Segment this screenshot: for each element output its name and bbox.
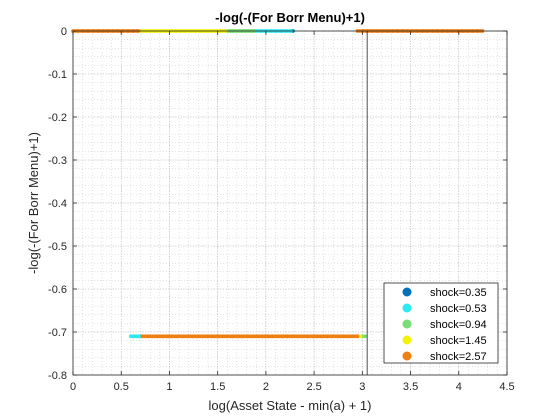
data-point [165, 334, 170, 339]
x-tick-label: 3 [359, 381, 365, 393]
data-point [150, 334, 155, 339]
data-point [180, 334, 185, 339]
y-tick-label: -0.1 [48, 69, 67, 81]
data-point [230, 334, 235, 339]
data-point [355, 334, 360, 339]
x-tick-label: 3.5 [403, 381, 418, 393]
legend: shock=0.35 shock=0.53 shock=0.94 shock=1.45… [383, 282, 499, 364]
chart-title: -log(-(For Borr Menu)+1) [215, 10, 365, 25]
y-tick-labels: 0 -0.1 -0.2 -0.3 -0.4 -0.5 -0.6 -0.7 -0.8 [48, 26, 67, 382]
x-tick-label: 2 [263, 381, 269, 393]
data-point [225, 334, 230, 339]
legend-label: shock=0.53 [430, 303, 487, 315]
data-point [175, 334, 180, 339]
data-point [215, 334, 220, 339]
data-point [205, 334, 210, 339]
data-point [340, 334, 345, 339]
y-tick-label: -0.2 [48, 112, 67, 124]
y-axis-title: -log(-(For Borr Menu)+1) [26, 132, 41, 274]
data-point [285, 334, 290, 339]
x-tick-label: 0 [70, 381, 76, 393]
data-point [315, 334, 320, 339]
y-tick-label: -0.5 [48, 241, 67, 253]
legend-marker [402, 287, 412, 297]
legend-label: shock=0.35 [430, 287, 487, 299]
x-tick-labels: 0 0.5 1 1.5 2 2.5 3 3.5 4 4.5 [70, 381, 515, 393]
data-point [295, 334, 300, 339]
legend-marker [402, 335, 412, 345]
legend-marker [402, 319, 412, 329]
data-point [160, 334, 165, 339]
data-point [190, 334, 195, 339]
data-point [270, 334, 275, 339]
legend-label: shock=1.45 [430, 335, 487, 347]
data-point [255, 334, 260, 339]
legend-marker [402, 303, 412, 313]
data-point [134, 334, 139, 339]
data-point [320, 334, 325, 339]
data-point [235, 334, 240, 339]
x-tick-label: 4 [456, 381, 462, 393]
data-point [345, 334, 350, 339]
y-tick-label: 0 [61, 26, 67, 38]
legend-label: shock=2.57 [430, 351, 487, 363]
y-tick-label: -0.4 [48, 198, 67, 210]
y-tick-label: -0.6 [48, 284, 67, 296]
data-point [330, 334, 335, 339]
data-point [195, 334, 200, 339]
data-point [240, 334, 245, 339]
data-point [220, 334, 225, 339]
x-tick-label: 0.5 [114, 381, 129, 393]
x-tick-label: 4.5 [499, 381, 514, 393]
data-point [250, 334, 255, 339]
data-point [131, 334, 136, 339]
legend-label: shock=0.94 [430, 319, 487, 331]
data-point [275, 334, 280, 339]
data-point [260, 334, 265, 339]
y-tick-label: -0.8 [48, 370, 67, 382]
x-tick-label: 1.5 [210, 381, 225, 393]
data-point [350, 334, 355, 339]
data-point [265, 334, 270, 339]
data-point [335, 334, 340, 339]
data-point [170, 334, 175, 339]
data-point [300, 334, 305, 339]
data-point [210, 334, 215, 339]
data-point [363, 334, 368, 339]
data-point [325, 334, 330, 339]
data-point [305, 334, 310, 339]
tick-marks [72, 30, 508, 376]
data-point [280, 334, 285, 339]
x-tick-label: 2.5 [306, 381, 321, 393]
data-point [155, 334, 160, 339]
data-point [358, 334, 363, 339]
data-point [185, 334, 190, 339]
y-tick-label: -0.3 [48, 155, 67, 167]
data-point [290, 334, 295, 339]
data-point [140, 334, 145, 339]
x-axis-title: log(Asset State - min(a) + 1) [209, 398, 372, 413]
data-point [310, 334, 315, 339]
data-point [145, 334, 150, 339]
legend-marker [402, 351, 412, 361]
y-tick-label: -0.7 [48, 327, 67, 339]
data-point [200, 334, 205, 339]
data-point [245, 334, 250, 339]
data-point [128, 334, 133, 339]
x-tick-label: 1 [166, 381, 172, 393]
